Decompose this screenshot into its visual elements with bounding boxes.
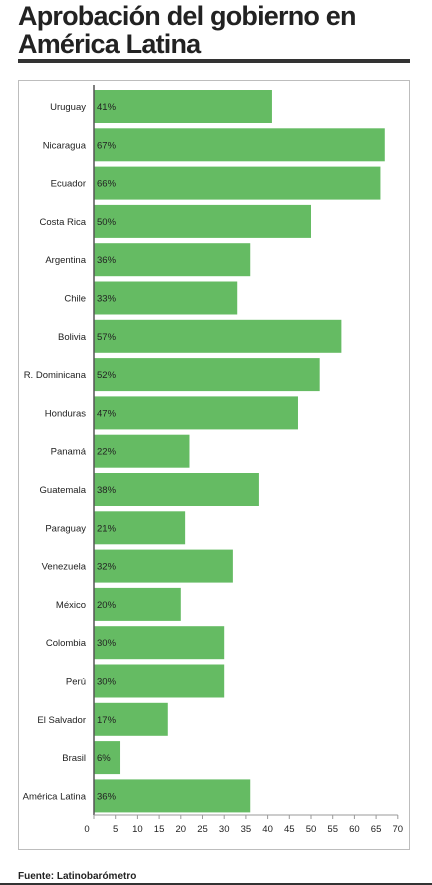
bar [94,626,225,660]
category-label: Guatemala [40,485,87,496]
category-label: Colombia [46,638,87,649]
category-label: Perú [66,677,86,688]
category-label: Ecuador [51,179,86,190]
category-label: América Latina [23,791,87,802]
bar [94,473,259,506]
x-tick-label: 0 [84,824,89,835]
data-label: 33% [97,294,117,305]
bar [94,587,181,621]
x-tick-label: 15 [154,824,165,835]
x-tick-label: 40 [262,824,273,835]
category-label: Nicaragua [43,140,87,151]
bar [94,664,225,698]
data-label: 20% [97,600,117,611]
data-label: 21% [97,523,117,534]
bar [94,396,298,430]
data-label: 66% [97,179,117,190]
category-label: Chile [64,294,86,305]
x-tick-label: 35 [241,824,252,835]
x-tick-label: 45 [284,824,295,835]
plot-frame [18,80,410,850]
x-tick-label: 5 [113,824,118,835]
x-tick-label: 25 [197,824,208,835]
data-label: 36% [97,791,117,802]
data-label: 67% [97,140,117,151]
category-label: El Salvador [37,715,86,726]
title-divider [18,59,410,63]
data-label: 57% [97,332,117,343]
category-label: Panamá [51,447,87,458]
bar [94,779,251,813]
data-label: 47% [97,408,117,419]
bar [94,702,168,736]
data-label: 52% [97,370,117,381]
data-label: 50% [97,217,117,228]
category-label: Brasil [62,753,86,764]
bar [94,358,320,392]
chart-title: Aprobación del gobierno en América Latin… [18,1,357,59]
bar [94,204,311,238]
bar [94,741,121,775]
data-label: 32% [97,562,117,573]
bar [94,166,381,200]
data-label: 30% [97,677,117,688]
category-label: Venezuela [42,562,87,573]
x-tick-label: 20 [176,824,187,835]
x-tick-label: 70 [393,824,404,835]
category-label: Argentina [45,255,86,266]
data-label: 30% [97,638,117,649]
source-note: Fuente: Latinobarómetro [18,871,137,882]
bar [94,434,190,468]
bar [94,281,238,315]
data-label: 38% [97,485,117,496]
x-tick-label: 10 [132,824,143,835]
x-tick-label: 30 [219,824,230,835]
x-tick-label: 50 [306,824,317,835]
category-label: Bolivia [58,332,87,343]
data-label: 41% [97,102,117,113]
data-label: 6% [97,753,111,764]
category-label: Honduras [45,408,86,419]
bar [94,511,186,545]
bar [94,549,233,583]
data-label: 17% [97,715,117,726]
x-tick-label: 65 [371,824,382,835]
x-tick-label: 60 [349,824,360,835]
bar [94,128,385,162]
data-label: 22% [97,447,117,458]
bar [94,243,251,277]
category-label: Uruguay [50,102,86,113]
x-tick-label: 55 [327,824,338,835]
category-label: Costa Rica [40,217,87,228]
data-label: 36% [97,255,117,266]
category-label: Paraguay [45,523,86,534]
bar [94,90,272,123]
category-label: México [56,600,86,611]
bottom-divider [0,883,432,885]
bar [94,319,342,353]
category-label: R. Dominicana [24,370,87,381]
